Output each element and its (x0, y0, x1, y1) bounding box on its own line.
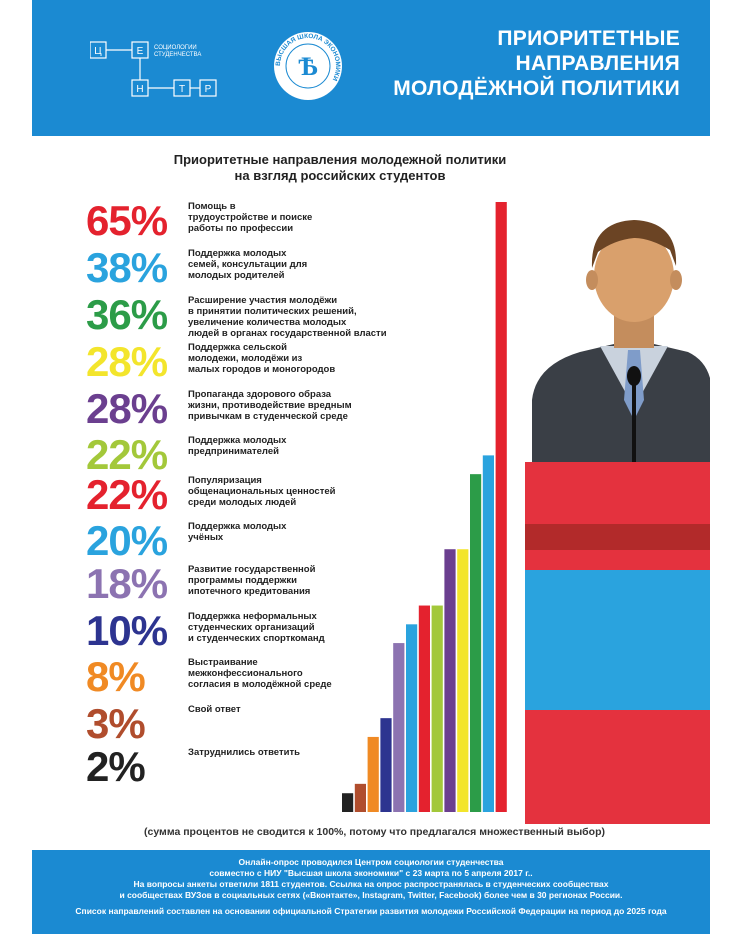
podium-stripe (525, 570, 710, 710)
category-label: Поддержка сельской молодежи, молодёжи из м… (188, 342, 336, 375)
footer-banner: Онлайн-опрос проводился Центром социолог… (32, 850, 710, 934)
bar (495, 202, 507, 812)
category-label: Развитие государственной программы поддер… (188, 564, 316, 597)
podium-stripe (525, 710, 710, 824)
neck-shape (614, 300, 654, 348)
percent-label: 36% (86, 291, 168, 338)
percent-label: 2% (86, 743, 146, 790)
footer-line: Список направлений составлен на основани… (75, 906, 667, 916)
title-line: ПРИОРИТЕТНЫЕ (497, 27, 680, 50)
percent-label: 65% (86, 197, 168, 244)
hse-letter: Ѣ (298, 52, 318, 81)
category-label: Помощь в трудоустройстве и поиске работы п… (188, 201, 313, 234)
bar (457, 549, 469, 812)
hair-shape (591, 220, 677, 268)
logo-letter: Н (136, 84, 143, 95)
microphone-icon (627, 366, 641, 386)
footer-line: Онлайн-опрос проводился Центром социолог… (238, 857, 504, 867)
podium-stripe (525, 462, 710, 524)
logo-letter: Ц (94, 46, 102, 57)
category-label: Поддержка молодых учёных (188, 521, 287, 543)
tie-shape (624, 350, 644, 420)
header-banner: Ц Е Н Т Р СОЦИОЛОГИИ СТУДЕНЧЕСТВА ВЫСШАЯ… (32, 0, 710, 136)
bar (431, 605, 443, 812)
category-label: Затруднились ответить (188, 747, 300, 758)
bar (418, 605, 430, 812)
microphone-stand (632, 376, 636, 462)
percent-label: 20% (86, 517, 168, 564)
logo-caption: СТУДЕНЧЕСТВА (154, 52, 201, 58)
category-label: Поддержка неформальных студенческих орган… (188, 611, 325, 644)
percent-label: 10% (86, 607, 168, 654)
percent-label: 28% (86, 338, 168, 385)
bar (406, 624, 418, 812)
ear-shape (586, 270, 598, 290)
bar (444, 549, 456, 812)
category-label: Расширение участия молодёжи в принятии по… (188, 295, 387, 339)
category-label: Поддержка молодых предпринимателей (188, 435, 287, 457)
jacket-shape (532, 344, 710, 462)
bar (342, 793, 354, 812)
logo-letter: Е (137, 46, 144, 57)
logo-caption: СОЦИОЛОГИИ (154, 45, 197, 51)
ear-shape (670, 270, 682, 290)
footer-line: и сообществах ВУЗов в социальных сетях (… (119, 890, 623, 900)
hse-logo: ВЫСШАЯ ШКОЛА ЭКОНОМИКИ Ѣ (274, 32, 342, 100)
title-line: НАПРАВЛЕНИЯ (515, 52, 680, 75)
face-shape (594, 230, 674, 322)
percent-label: 22% (86, 471, 168, 518)
logo-letter: Р (205, 84, 212, 95)
category-label: Пропаганда здорового образа жизни, против… (188, 389, 352, 422)
podium-stripe (525, 524, 710, 550)
percent-label: 3% (86, 700, 146, 747)
percent-label: 22% (86, 431, 168, 478)
title-line: МОЛОДЁЖНОЙ ПОЛИТИКИ (393, 77, 680, 100)
category-label: Свой ответ (188, 704, 241, 715)
page-title: ПРИОРИТЕТНЫЕ НАПРАВЛЕНИЯ МОЛОДЁЖНОЙ ПОЛИ… (393, 26, 680, 101)
centr-logo: Ц Е Н Т Р СОЦИОЛОГИИ СТУДЕНЧЕСТВА (90, 41, 217, 97)
bar (380, 718, 392, 812)
bar (354, 783, 366, 812)
footer-line: На вопросы анкеты ответили 1811 студенто… (133, 879, 609, 889)
logo-letter: Т (179, 84, 185, 95)
percent-label: 18% (86, 560, 168, 607)
shirt-shape (600, 346, 668, 408)
footer-line: совместно с НИУ "Высшая школа экономики"… (209, 868, 533, 878)
percent-label: 38% (86, 244, 168, 291)
percent-label: 28% (86, 385, 168, 432)
category-label: Поддержка молодых семей, консультации для… (188, 248, 308, 281)
podium-stripe (525, 550, 710, 570)
bar (482, 455, 494, 812)
category-label: Выстраивание межконфессионального согласия… (188, 657, 332, 690)
bar (470, 474, 482, 812)
chart-title-line: на взгляд российских студентов (234, 168, 446, 183)
chart-title-line: Приоритетные направления молодежной поли… (173, 152, 507, 167)
category-label: Популяризация общенациональных ценностей с… (188, 475, 336, 508)
chart-title: Приоритетные направления молодежной поли… (140, 152, 540, 184)
footnote: (сумма процентов не сводится к 100%, пот… (144, 826, 605, 838)
percent-label: 8% (86, 653, 146, 700)
